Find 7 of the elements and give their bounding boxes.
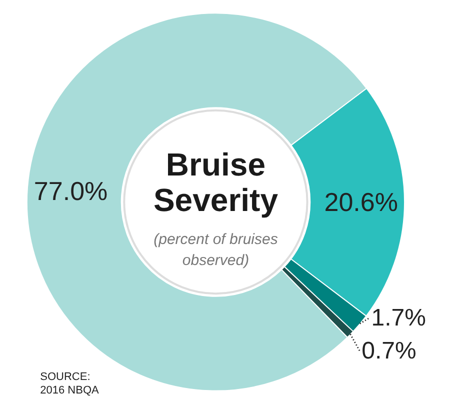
data-label: 1.7% [371,304,426,332]
text: (percent of bruises observed) [154,231,278,269]
source-note: SOURCE: 2016 NBQA [40,371,100,396]
data-label: 0.7% [362,338,416,365]
text: Bruise Severity [153,146,278,218]
data-label: 77.0% [34,176,108,206]
data-label: 20.6% [324,187,398,218]
